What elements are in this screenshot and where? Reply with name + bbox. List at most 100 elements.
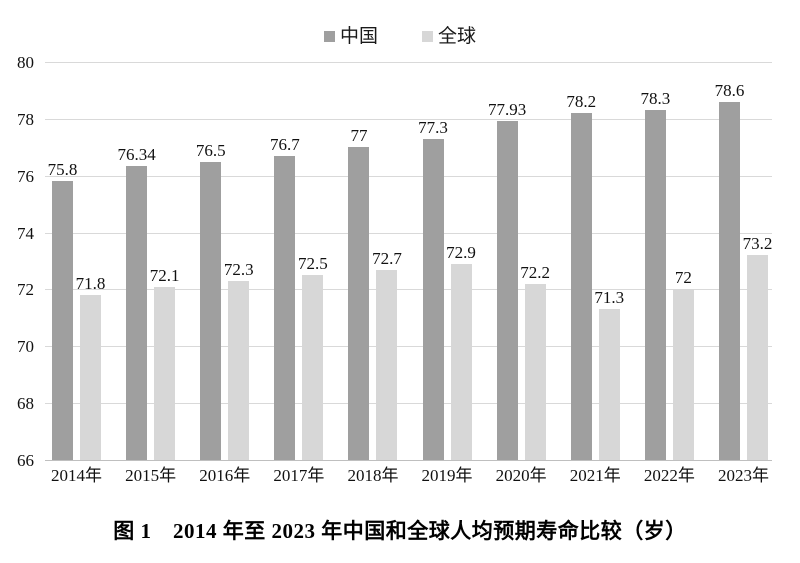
bar-value-label: 76.34 (117, 145, 156, 165)
legend-label: 全球 (438, 26, 477, 47)
bar-global: 72.5 (298, 255, 328, 460)
bar-global: 72.7 (372, 250, 402, 460)
bar (228, 280, 250, 460)
x-tick-label: 2018年 (347, 466, 399, 485)
bar-value-label: 72.1 (149, 265, 180, 285)
bar-value-label: 75.8 (47, 160, 78, 180)
bar (126, 166, 148, 460)
bar-value-label: 71.3 (594, 288, 625, 308)
bar-china: 78.3 (641, 90, 670, 460)
bar (274, 155, 296, 460)
bar (302, 275, 324, 460)
bar-group: 78.3 72 (641, 90, 694, 460)
x-tick-label: 2016年 (199, 466, 251, 485)
bar-china: 75.8 (48, 161, 77, 460)
bar (154, 286, 176, 460)
bar-global: 72.3 (224, 261, 254, 460)
bar-china: 76.7 (270, 136, 300, 460)
bar (52, 181, 73, 460)
y-tick-label: 72 (17, 280, 34, 300)
gridline (45, 62, 772, 63)
bar-value-label: 76.5 (195, 140, 226, 160)
x-tick-label: 2014年 (51, 466, 102, 485)
gridline (45, 289, 772, 291)
bar-global: 72.2 (520, 264, 550, 460)
bar-china: 76.5 (196, 142, 226, 460)
bar (746, 255, 768, 460)
bar (644, 110, 666, 460)
bar (570, 113, 592, 460)
figure-caption: 图 1 2014 年至 2023 年中国和全球人均预期寿命比较（岁） (113, 519, 687, 543)
gridline (45, 346, 772, 348)
bar-china: 77.3 (418, 119, 448, 460)
gridline (45, 118, 772, 120)
bar-value-label: 72.9 (446, 242, 476, 262)
bar (80, 295, 101, 460)
y-tick-label: 80 (17, 53, 34, 72)
bar (348, 147, 370, 460)
bar (718, 101, 740, 460)
y-tick-label: 74 (17, 223, 34, 243)
bar-group: 75.8 71.8 (48, 161, 105, 460)
x-tick-label: 2020年 (495, 466, 547, 485)
bar (672, 289, 694, 460)
bar-value-label: 76.7 (269, 134, 300, 154)
legend-item: 全球 (422, 27, 476, 46)
x-tick-label: 2021年 (569, 466, 621, 485)
bar-group: 77 72.7 (348, 127, 402, 460)
bar-group: 76.34 72.1 (117, 146, 179, 460)
bar-china: 77.93 (488, 101, 526, 460)
x-tick-label: 2015年 (125, 466, 177, 485)
legend-label: 中国 (339, 26, 378, 47)
bar-group: 76.7 72.5 (270, 136, 328, 460)
gridline (45, 232, 772, 234)
bar (524, 283, 546, 460)
x-tick-label: 2022年 (643, 466, 695, 485)
bar-value-label: 72.5 (297, 254, 328, 274)
x-tick-label: 2019年 (421, 466, 473, 485)
bar-value-label: 72 (674, 268, 692, 288)
bar-value-label: 78.2 (566, 92, 597, 112)
legend: 中国 全球 (0, 27, 800, 46)
bar-global: 72 (672, 269, 694, 460)
bar-value-label: 72.7 (372, 248, 402, 268)
bar (496, 120, 518, 460)
bar-china: 78.6 (715, 82, 744, 460)
bar-value-label: 77.93 (488, 99, 527, 119)
bar-value-label: 72.3 (223, 259, 254, 279)
bar-group: 78.6 73.2 (715, 82, 772, 460)
bar (450, 263, 472, 460)
y-tick-label: 66 (17, 451, 34, 470)
bar-china: 78.2 (566, 93, 596, 460)
bar-groups: 75.8 71.8 76.34 72.1 76.5 72.3 76.7 72.5 77 72.7 7… (45, 62, 772, 460)
y-axis: 66 68 70 72 74 76 78 80 (0, 0, 40, 563)
y-tick-label: 78 (17, 109, 34, 129)
bar-group: 77.93 72.2 (488, 101, 550, 460)
bar-value-label: 72.2 (520, 262, 551, 282)
bar-global: 73.2 (743, 235, 772, 460)
bar-value-label: 71.8 (75, 274, 106, 294)
bar-china: 76.34 (117, 146, 156, 460)
bar (422, 138, 444, 460)
legend-swatch-icon (422, 31, 433, 42)
bar-group: 76.5 72.3 (196, 142, 254, 460)
legend-item: 中国 (323, 26, 378, 47)
bar-group: 77.3 72.9 (418, 119, 476, 460)
chart-plot-area: 75.8 71.8 76.34 72.1 76.5 72.3 76.7 72.5 77 72.7 7… (45, 62, 772, 461)
gridline (45, 403, 772, 405)
bar-global: 71.3 (594, 289, 624, 460)
legend-swatch-icon (323, 31, 335, 42)
bar (200, 161, 222, 460)
x-tick-label: 2023年 (717, 466, 769, 485)
bar-value-label: 78.3 (640, 89, 671, 109)
gridline (45, 175, 772, 177)
bar-value-label: 77.3 (418, 117, 448, 137)
y-tick-label: 68 (17, 394, 34, 414)
bar-china: 77 (348, 127, 370, 460)
bar-value-label: 77 (350, 126, 368, 146)
bar-global: 72.9 (446, 244, 476, 460)
y-tick-label: 76 (17, 166, 34, 186)
bar-group: 78.2 71.3 (566, 93, 624, 460)
x-axis: 2014年 2015年 2016年 2017年 2018年 2019年 2020年 2021年… (45, 467, 772, 484)
